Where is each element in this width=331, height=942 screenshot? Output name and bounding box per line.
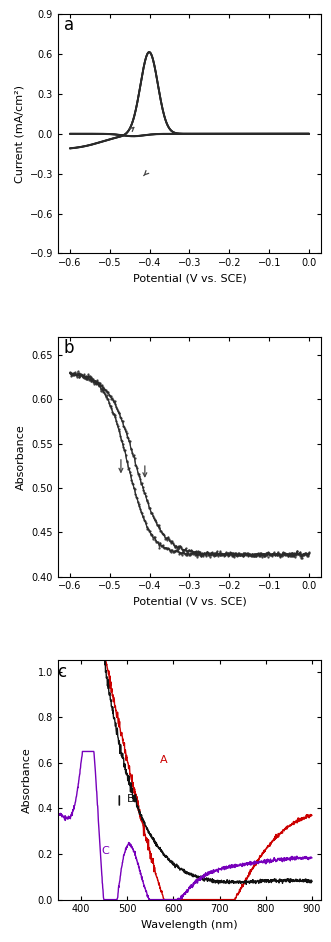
Text: c: c <box>57 662 66 680</box>
Text: A: A <box>160 755 167 765</box>
Y-axis label: Current (mA/cm²): Current (mA/cm²) <box>14 85 24 183</box>
Text: C: C <box>102 846 110 856</box>
Text: b: b <box>64 339 74 357</box>
Y-axis label: Absorbance: Absorbance <box>16 424 26 490</box>
Y-axis label: Absorbance: Absorbance <box>22 747 32 813</box>
X-axis label: Potential (V vs. SCE): Potential (V vs. SCE) <box>133 274 246 284</box>
X-axis label: Potential (V vs. SCE): Potential (V vs. SCE) <box>133 597 246 607</box>
Text: B: B <box>127 793 135 804</box>
Text: a: a <box>64 16 74 34</box>
X-axis label: Wavelength (nm): Wavelength (nm) <box>141 920 238 930</box>
